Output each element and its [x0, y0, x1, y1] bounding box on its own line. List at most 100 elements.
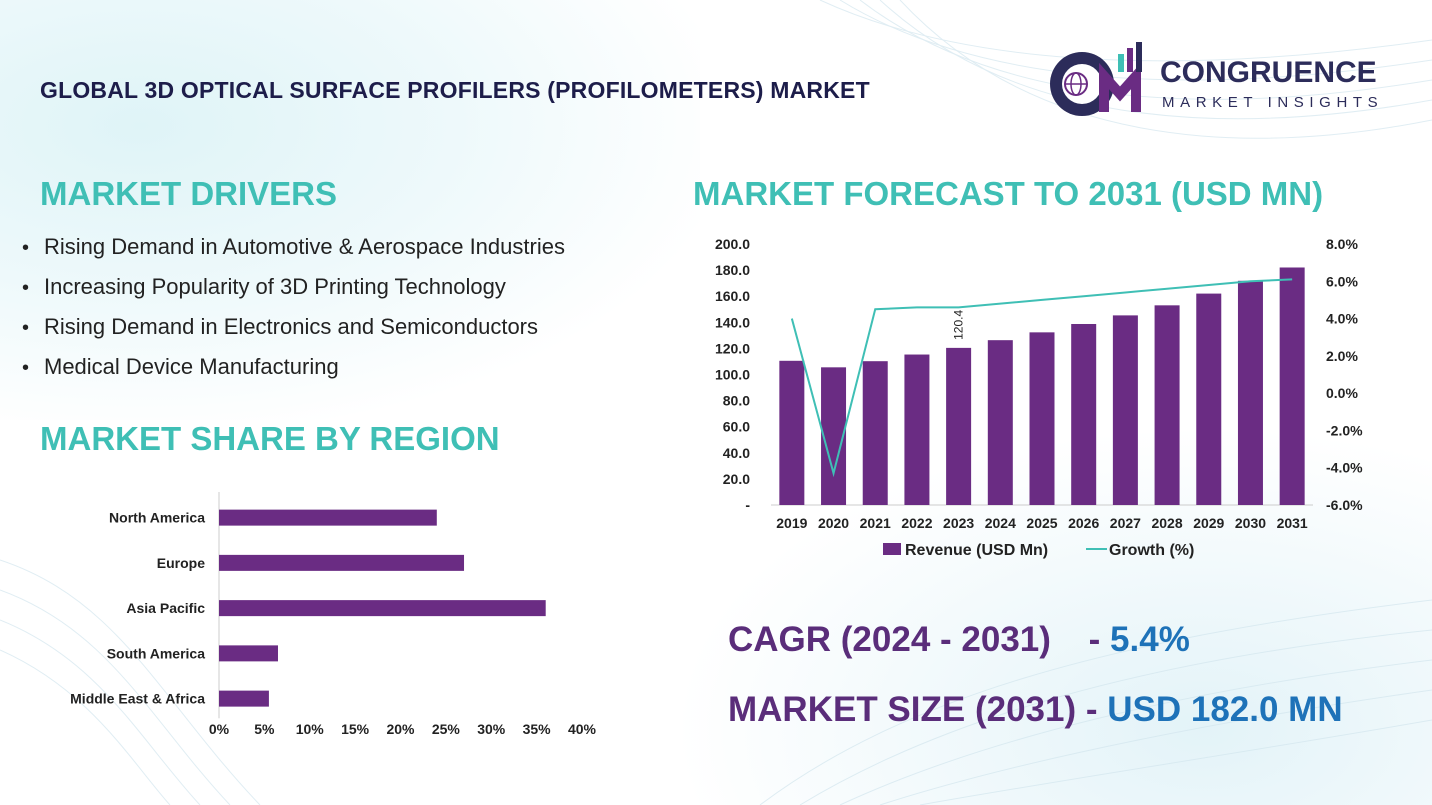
region-tick-label: 35%	[523, 721, 552, 737]
driver-item: • Medical Device Manufacturing	[22, 350, 565, 390]
forecast-title: MARKET FORECAST TO 2031 (USD MN)	[693, 175, 1324, 212]
region-category-label: Europe	[157, 555, 205, 571]
bullet-icon: •	[22, 277, 30, 299]
region-bar	[219, 600, 546, 617]
cagr-value: 5.4%	[1110, 620, 1190, 659]
region-tick-label: 15%	[341, 721, 370, 737]
background-glow-top-left	[0, 0, 700, 420]
forecast-year-label: 2028	[1151, 515, 1182, 531]
revenue-bar	[987, 340, 1013, 505]
revenue-bar	[904, 354, 930, 505]
revenue-bar	[1154, 305, 1180, 505]
forecast-right-tick-label: 4.0%	[1326, 311, 1358, 327]
region-tick-label: 40%	[568, 721, 597, 737]
forecast-year-label: 2030	[1235, 515, 1266, 531]
revenue-bar	[1196, 293, 1222, 505]
cagr-separator: -	[1088, 620, 1101, 659]
forecast-year-label: 2026	[1068, 515, 1099, 531]
region-tick-label: 25%	[432, 721, 461, 737]
region-title: MARKET SHARE BY REGION	[40, 420, 500, 457]
legend-growth-label: Growth (%)	[1109, 542, 1194, 559]
forecast-left-tick-label: 160.0	[715, 288, 750, 304]
region-bar	[219, 509, 437, 526]
logo-mark-icon	[1050, 42, 1142, 116]
revenue-bar	[779, 360, 805, 505]
forecast-left-tick-label: 180.0	[715, 262, 750, 278]
cagr-label: CAGR (2024 - 2031)	[728, 620, 1051, 659]
forecast-right-tick-label: 8.0%	[1326, 236, 1358, 252]
region-bar	[219, 645, 278, 662]
market-size-value: USD 182.0 MN	[1107, 690, 1343, 729]
bullet-icon: •	[22, 237, 30, 259]
forecast-left-tick-label: 140.0	[715, 314, 750, 330]
region-category-label: Middle East & Africa	[70, 691, 205, 707]
market-size-stat: MARKET SIZE (2031) - USD 182.0 MN	[728, 690, 1343, 730]
forecast-year-label: 2019	[776, 515, 807, 531]
cagr-stat: CAGR (2024 - 2031) - 5.4%	[728, 620, 1190, 660]
region-tick-label: 20%	[386, 721, 415, 737]
forecast-right-tick-label: -2.0%	[1326, 422, 1363, 438]
region-category-label: South America	[107, 645, 205, 661]
forecast-year-label: 2029	[1193, 515, 1224, 531]
forecast-left-tick-label: 60.0	[723, 419, 750, 435]
revenue-bar	[1112, 315, 1138, 505]
drivers-list: • Rising Demand in Automotive & Aerospace…	[22, 230, 565, 390]
region-category-label: North America	[109, 510, 205, 526]
market-size-label: MARKET SIZE (2031)	[728, 690, 1077, 729]
region-tick-label: 30%	[477, 721, 506, 737]
drivers-title: MARKET DRIVERS	[40, 175, 338, 212]
forecast-year-label: 2023	[943, 515, 974, 531]
forecast-left-tick-label: 100.0	[715, 367, 750, 383]
forecast-chart: - 20.0 40.0 60.0 80.0 100.0 120.0 140.0 160.0 180…	[715, 236, 1363, 559]
forecast-left-tick-label: 80.0	[723, 393, 750, 409]
forecast-year-label: 2025	[1026, 515, 1057, 531]
forecast-right-tick-label: -4.0%	[1326, 460, 1363, 476]
logo-text-congruence: CONGRUENCE	[1160, 56, 1377, 89]
data-label-2023: 120.4	[952, 310, 966, 340]
region-share-chart: North America Europe Asia Pacific South Ame…	[70, 492, 597, 737]
region-tick-label: 10%	[296, 721, 325, 737]
driver-item: • Rising Demand in Automotive & Aerospace…	[22, 230, 565, 270]
revenue-bar	[1279, 267, 1305, 505]
region-category-label: Asia Pacific	[126, 600, 205, 616]
revenue-bar	[821, 367, 847, 505]
forecast-year-label: 2027	[1110, 515, 1141, 531]
region-bar	[219, 554, 465, 571]
forecast-right-tick-label: 0.0%	[1326, 385, 1358, 401]
forecast-right-tick-label: -6.0%	[1326, 497, 1363, 513]
legend-revenue-label: Revenue (USD Mn)	[905, 542, 1048, 559]
forecast-left-tick-label: 40.0	[723, 445, 750, 461]
forecast-left-tick-label: 120.0	[715, 340, 750, 356]
forecast-year-label: 2024	[985, 515, 1016, 531]
revenue-bar	[1071, 323, 1097, 505]
legend-revenue-swatch	[883, 543, 901, 555]
forecast-right-tick-label: 6.0%	[1326, 273, 1358, 289]
forecast-year-label: 2031	[1277, 515, 1308, 531]
page-title: GLOBAL 3D OPTICAL SURFACE PROFILERS (PRO…	[40, 77, 870, 103]
forecast-year-label: 2020	[818, 515, 849, 531]
forecast-year-label: 2022	[901, 515, 932, 531]
company-logo: CONGRUENCE MARKET INSIGHTS	[1046, 40, 1396, 120]
region-bar	[219, 690, 269, 707]
driver-text: Rising Demand in Electronics and Semicon…	[44, 314, 539, 339]
driver-text: Medical Device Manufacturing	[44, 354, 339, 379]
forecast-left-tick-label: 200.0	[715, 236, 750, 252]
revenue-bar	[946, 347, 972, 505]
driver-item: • Rising Demand in Electronics and Semico…	[22, 310, 565, 350]
revenue-bar	[1237, 280, 1263, 505]
market-size-separator: -	[1085, 690, 1098, 729]
forecast-right-tick-label: 2.0%	[1326, 348, 1358, 364]
driver-text: Rising Demand in Automotive & Aerospace …	[44, 234, 565, 259]
forecast-left-tick-label: -	[745, 497, 750, 513]
driver-text: Increasing Popularity of 3D Printing Tec…	[44, 274, 506, 299]
forecast-left-tick-label: 20.0	[723, 471, 750, 487]
forecast-year-label: 2021	[860, 515, 891, 531]
region-tick-label: 0%	[209, 721, 230, 737]
revenue-bar	[862, 361, 888, 505]
logo-text-market-insights: MARKET INSIGHTS	[1162, 94, 1384, 111]
driver-item: • Increasing Popularity of 3D Printing Te…	[22, 270, 565, 310]
bullet-icon: •	[22, 317, 30, 339]
region-tick-label: 5%	[254, 721, 275, 737]
bullet-icon: •	[22, 357, 30, 379]
